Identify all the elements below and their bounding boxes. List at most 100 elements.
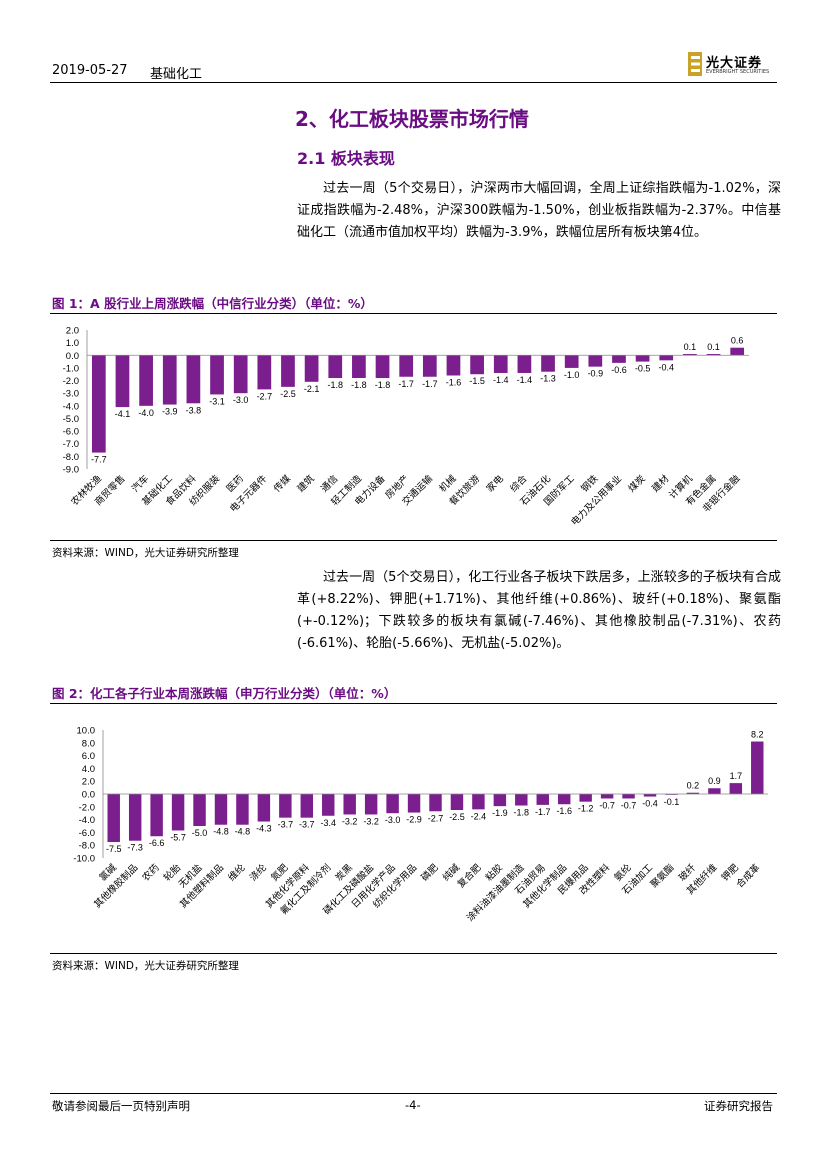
bar-19 [493,794,507,807]
data-label: -3.9 [162,407,178,417]
bar-18 [493,355,508,373]
category-label: 合成革 [734,861,763,890]
data-label: -1.0 [564,370,580,380]
bar-1 [91,355,106,453]
bar-24 [600,794,614,799]
bar-7 [233,355,248,394]
bar-14 [386,794,399,814]
subsection-title: 2.1 板块表现 [297,149,395,168]
data-label: -1.3 [540,374,556,384]
bar-1 [107,794,120,842]
logo-text: 光大证券 [706,56,763,71]
bar-2 [115,355,130,408]
data-label: -3.1 [209,396,225,406]
bar-5 [193,794,206,826]
data-label: -1.8 [375,380,391,390]
data-label: -4.1 [115,409,131,419]
bar-18 [472,794,485,810]
data-label: -4.3 [256,824,272,834]
bar-4 [162,355,177,405]
bar-23 [579,794,592,802]
data-label: -1.8 [327,380,343,390]
data-label: 0.1 [684,342,697,352]
paragraph-text: 过去一周（5个交易日），沪深两市大幅回调，全周上证综指跌幅为-1.02%，深证成… [297,181,781,240]
data-label: -3.7 [299,820,315,830]
data-label: -1.9 [492,808,508,818]
figure1-bottom-rule [50,540,777,541]
data-label: 0.1 [707,342,720,352]
y-tick-label: 0.0 [66,351,79,362]
bar-8 [257,794,271,822]
data-label: -7.5 [106,844,122,854]
data-label: 0.9 [708,776,721,786]
y-tick-label: -2.0 [63,376,79,387]
category-label: 煤炭 [626,472,648,494]
bar-24 [635,355,650,362]
data-label: -1.7 [422,379,438,389]
footer-disclaimer: 敬请参阅最后一页特别声明 [52,1099,190,1113]
y-tick-label: 6.0 [82,751,95,762]
bar-7 [236,794,249,825]
y-tick-label: -6.0 [79,828,95,839]
y-tick-label: -8.0 [79,841,95,852]
figure2-source: 资料来源：WIND，光大证券研究所整理 [52,960,239,972]
data-label: -5.0 [192,828,208,838]
data-label: -0.4 [658,362,674,372]
data-label: -1.5 [469,376,485,386]
bar-25 [622,794,635,799]
figure2-top-rule [50,703,777,704]
paragraph-subsector-summary: 过去一周（5个交易日），化工行业各子板块下跌居多，上涨较多的子板块有合成革(+8… [297,567,781,655]
bar-22 [588,355,603,367]
category-label: 聚氨酯 [648,861,677,890]
y-tick-label: -2.0 [79,802,95,813]
y-tick-label: -9.0 [63,465,79,476]
header-divider [50,82,777,83]
bar-4 [171,794,185,831]
bar-12 [352,355,366,379]
bar-11 [322,794,335,816]
data-label: -0.9 [588,369,604,379]
bar-31 [751,741,764,794]
bar-28 [730,347,745,356]
bar-13 [375,355,390,379]
bar-15 [407,794,421,813]
bar-26 [643,794,657,797]
y-tick-label: 0.0 [82,790,95,801]
bar-27 [706,354,721,356]
y-tick-label: -5.0 [63,414,79,425]
figure2-title: 图 2：化工各子行业本周涨跌幅（申万行业分类）（单位：%） [52,686,397,701]
y-tick-label: -10.0 [73,854,95,865]
logo-mark-icon [688,52,702,76]
data-label: -2.4 [471,811,487,821]
y-tick-label: 10.0 [77,726,96,737]
data-label: 8.2 [751,730,764,740]
figure2-bottom-rule [50,953,777,954]
data-label: -3.0 [385,815,401,825]
bar-21 [564,355,579,368]
data-label: -3.8 [186,405,202,415]
data-label: -1.7 [398,379,414,389]
data-label: -1.8 [351,380,367,390]
bar-5 [186,355,201,404]
data-label: -1.7 [535,807,551,817]
footer-report-type: 证券研究报告 [704,1099,773,1113]
y-tick-label: 1.0 [66,338,79,349]
bar-13 [364,794,378,815]
category-label: 家电 [484,472,506,494]
category-label: 维纶 [226,861,248,883]
y-tick-label: -4.0 [79,815,95,826]
bar-20 [541,355,555,372]
category-label: 涤纶 [247,861,269,883]
data-label: -0.4 [642,799,658,809]
data-label: -1.6 [446,377,462,387]
y-tick-label: -7.0 [63,439,79,450]
y-tick-label: 4.0 [82,764,95,775]
data-label: -0.1 [664,797,680,807]
bar-8 [257,355,272,390]
data-label: -2.7 [257,391,273,401]
data-label: -4.0 [138,408,154,418]
data-label: -1.6 [556,806,572,816]
bar-23 [612,355,626,363]
data-label: -1.4 [493,375,509,385]
data-label: -1.2 [578,804,594,814]
